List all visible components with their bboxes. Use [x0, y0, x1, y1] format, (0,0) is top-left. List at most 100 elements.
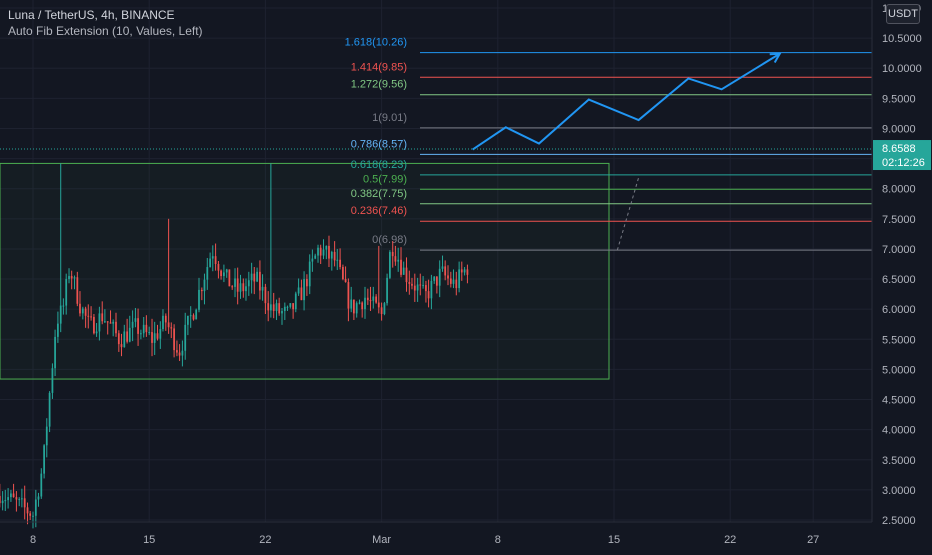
candle-body	[427, 291, 430, 299]
candle-body	[90, 316, 92, 318]
candle-body	[342, 267, 344, 280]
candle-body	[311, 258, 314, 262]
y-tick-label: 5.5000	[882, 334, 916, 346]
candle-body	[458, 269, 461, 289]
candle-body	[297, 287, 300, 294]
candle-body	[87, 315, 90, 317]
fib-label: 0(6.98)	[372, 234, 407, 246]
y-tick-label: 2.5000	[882, 515, 916, 527]
candle-body	[198, 289, 200, 310]
y-tick-label: 7.0000	[882, 244, 916, 256]
candle-body	[247, 280, 250, 287]
candle-body	[344, 279, 347, 283]
candle-body	[164, 315, 167, 323]
candle-body	[405, 267, 408, 283]
candle-body	[330, 251, 333, 259]
candle-body	[400, 259, 402, 275]
candle-body	[140, 333, 142, 335]
candle-body	[317, 247, 319, 256]
candle-body	[386, 277, 388, 304]
fib-label: 0.618(8.23)	[351, 159, 407, 171]
candle-body	[250, 273, 253, 281]
candle-body	[7, 497, 9, 501]
x-tick-label: Mar	[372, 534, 391, 546]
candle-body	[253, 273, 256, 282]
candle-body	[93, 317, 95, 334]
fib-label: 0.786(8.57)	[351, 138, 407, 150]
fib-label: 0.236(7.46)	[351, 205, 407, 217]
x-tick-label: 22	[259, 534, 271, 546]
currency-badge[interactable]: USDT	[886, 4, 920, 24]
candle-body	[162, 315, 164, 330]
candle-body	[234, 278, 236, 287]
indicator-legend[interactable]: Auto Fib Extension (10, Values, Left)	[8, 24, 203, 38]
candle-body	[37, 496, 40, 500]
candle-body	[109, 322, 112, 324]
candle-body	[292, 303, 295, 310]
candle-body	[325, 245, 328, 250]
candle-body	[153, 333, 156, 343]
candle-body	[211, 256, 214, 259]
candle-body	[383, 303, 386, 314]
candle-body	[391, 251, 394, 257]
candle-body	[352, 299, 355, 314]
fib-label: 1(9.01)	[372, 112, 407, 124]
candle-body	[1, 500, 4, 504]
symbol-title: Luna / TetherUS, 4h, BINANCE	[8, 8, 175, 22]
candle-body	[452, 279, 455, 284]
candle-body	[466, 269, 469, 275]
candle-body	[278, 303, 281, 314]
candle-body	[372, 296, 375, 301]
candle-body	[447, 275, 449, 279]
candle-body	[408, 282, 411, 284]
candle-body	[173, 328, 175, 351]
y-tick-label: 3.5000	[882, 455, 916, 467]
candle-body	[59, 305, 62, 324]
y-tick-label: 5.0000	[882, 364, 916, 376]
candle-body	[186, 315, 189, 325]
candle-body	[115, 321, 117, 334]
candle-body	[339, 259, 341, 268]
candle-body	[394, 256, 397, 262]
candle-body	[156, 333, 159, 339]
candle-body	[369, 300, 372, 302]
candle-body	[306, 279, 308, 287]
candle-body	[444, 266, 447, 276]
candle-body	[220, 270, 222, 277]
candle-body	[289, 303, 292, 307]
candle-body	[223, 272, 225, 277]
candle-body	[435, 276, 438, 286]
candle-body	[319, 247, 322, 256]
candle-body	[29, 513, 32, 516]
grid	[0, 0, 872, 522]
candle-body	[438, 268, 441, 286]
candle-body	[419, 284, 422, 286]
candle-body	[206, 267, 209, 280]
candle-body	[62, 305, 65, 307]
candle-body	[231, 286, 234, 288]
candle-body	[272, 304, 275, 311]
candle-body	[283, 306, 286, 311]
candle-body	[397, 259, 400, 262]
y-tick-label: 7.5000	[882, 214, 916, 226]
projection-line	[472, 52, 781, 151]
candle-body	[70, 276, 73, 279]
candle-body	[65, 279, 68, 306]
candle-body	[259, 271, 261, 291]
candle-body	[34, 499, 37, 516]
x-tick-label: 27	[807, 534, 819, 546]
fib-label: 1.414(9.85)	[351, 61, 407, 73]
candle-body	[228, 269, 231, 287]
y-tick-label: 8.0000	[882, 184, 916, 196]
fib-label: 0.382(7.75)	[351, 188, 407, 200]
candle-body	[281, 310, 283, 314]
candle-body	[51, 368, 54, 393]
candle-body	[101, 313, 104, 322]
candle-body	[347, 282, 350, 309]
candle-body	[209, 258, 212, 268]
candle-body	[245, 286, 247, 292]
x-tick-label: 15	[608, 534, 620, 546]
y-tick-label: 6.0000	[882, 304, 916, 316]
